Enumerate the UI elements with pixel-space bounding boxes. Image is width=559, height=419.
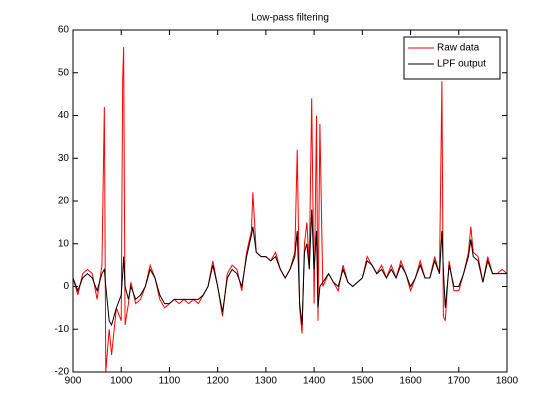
- y-tick-label: 60: [58, 25, 70, 36]
- legend-box: [403, 36, 501, 80]
- x-tick-label: 1100: [159, 376, 181, 387]
- legend-label: LPF output: [437, 59, 486, 70]
- x-tick-label: 1300: [255, 376, 278, 387]
- x-tick-label: 1000: [110, 376, 133, 387]
- legend-label: Raw data: [437, 43, 480, 54]
- data-line: [72, 209, 507, 327]
- x-tick-label: 1200: [207, 376, 230, 387]
- y-tick-label: 30: [58, 153, 70, 164]
- y-tick-label: 50: [58, 67, 70, 78]
- y-tick-label: 20: [58, 196, 70, 207]
- x-tick-label: 1400: [303, 376, 326, 387]
- x-tick-label: 900: [65, 376, 82, 387]
- y-tick-label: 0: [63, 281, 69, 292]
- y-tick-label: -20: [55, 367, 70, 378]
- y-tick-label: 40: [58, 110, 70, 121]
- chart-title: Low-pass filtering: [251, 13, 329, 24]
- y-tick-label: -10: [55, 324, 70, 335]
- x-tick-label: 1800: [496, 376, 519, 387]
- x-tick-label: 1600: [399, 376, 422, 387]
- y-tick-label: 10: [58, 238, 70, 249]
- axes-box: [72, 29, 508, 373]
- x-tick-label: 1500: [351, 376, 374, 387]
- x-tick-label: 1700: [448, 376, 471, 387]
- plot-area: [73, 30, 507, 372]
